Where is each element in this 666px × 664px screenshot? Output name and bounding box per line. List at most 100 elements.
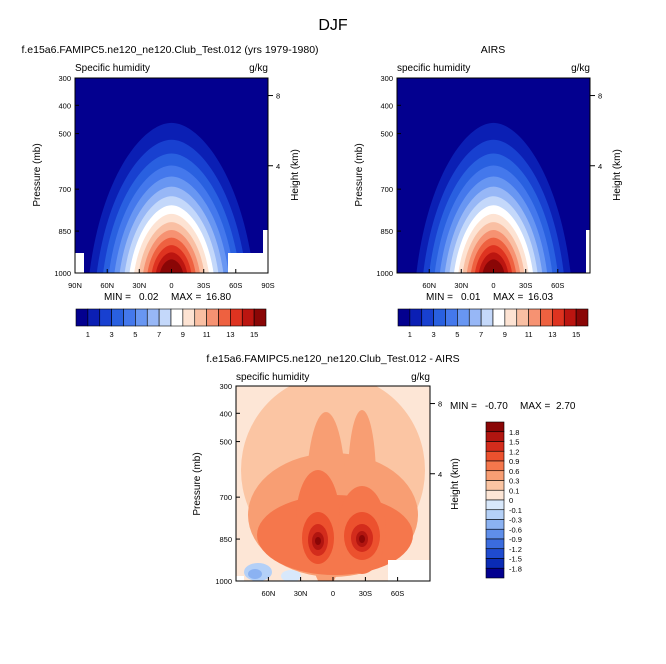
ytick-label: 400 bbox=[58, 101, 71, 110]
panel-diff-xticks: 60N 30N 0 30S 60S bbox=[262, 577, 404, 598]
xtick-label: 90N bbox=[68, 281, 82, 290]
xtick-label: 30S bbox=[519, 281, 532, 290]
panel-obs-left-label: specific humidity bbox=[397, 63, 470, 74]
xtick-label: 60S bbox=[391, 589, 404, 598]
xtick-label: 30N bbox=[294, 589, 308, 598]
colorbar-swatch bbox=[485, 519, 505, 530]
panel-diff-plot bbox=[235, 385, 431, 582]
panel-model-max-value: 16.80 bbox=[206, 292, 231, 303]
xtick-label: 30N bbox=[454, 281, 468, 290]
panel-diff-title: f.e15a6.FAMIPC5.ne120_ne120.Club_Test.01… bbox=[206, 353, 459, 365]
colorbar-swatch bbox=[485, 441, 505, 452]
ytick-label: 700 bbox=[380, 185, 393, 194]
xtick-label: 60S bbox=[229, 281, 242, 290]
panel-model-plot bbox=[74, 77, 269, 274]
ytick-label: 500 bbox=[380, 130, 393, 139]
panel-model-min-label: MIN = bbox=[104, 292, 131, 303]
y2tick-label: 8 bbox=[276, 92, 280, 101]
colorbar-swatch bbox=[540, 308, 553, 327]
colorbar-label: 1.8 bbox=[509, 428, 519, 437]
colorbar-label: -0.1 bbox=[509, 506, 522, 515]
y2tick-label: 4 bbox=[276, 162, 280, 171]
colorbar-swatch bbox=[468, 308, 482, 327]
ytick-label: 400 bbox=[380, 101, 393, 110]
ytick-label: 850 bbox=[219, 535, 232, 544]
colorbar-label: 9 bbox=[181, 330, 185, 339]
ytick-label: 1000 bbox=[54, 269, 71, 278]
contour-fill bbox=[482, 259, 505, 273]
xtick-label: 60N bbox=[100, 281, 114, 290]
colorbar-swatch bbox=[253, 308, 267, 327]
ytick-label: 1000 bbox=[376, 269, 393, 278]
panel-diff-max-label: MAX = bbox=[520, 401, 550, 412]
panel-obs-y2ticks: 84 bbox=[590, 92, 602, 171]
y2tick-label: 4 bbox=[598, 162, 602, 171]
colorbar-swatch bbox=[485, 528, 505, 540]
colorbar-label: 0.3 bbox=[509, 477, 519, 486]
panel-model: f.e15a6.FAMIPC5.ne120_ne120.Club_Test.01… bbox=[21, 44, 318, 339]
colorbar-swatch bbox=[99, 308, 112, 327]
colorbar-label: -1.2 bbox=[509, 545, 522, 554]
colorbar-swatch bbox=[485, 480, 505, 491]
colorbar-label: -0.3 bbox=[509, 516, 522, 525]
panel-diff-ylabel: Pressure (mb) bbox=[192, 452, 203, 515]
colorbar-swatch bbox=[194, 308, 207, 327]
colorbar-label: 5 bbox=[133, 330, 137, 339]
colorbar-swatch bbox=[230, 308, 243, 327]
panel-diff-y2label: Height (km) bbox=[450, 458, 461, 510]
colorbar-label: 5 bbox=[455, 330, 459, 339]
panel-model-left-label: Specific humidity bbox=[75, 63, 150, 74]
colorbar-label: 3 bbox=[110, 330, 114, 339]
ytick-label: 850 bbox=[380, 227, 393, 236]
xtick-label: 30S bbox=[197, 281, 210, 290]
panel-diff: f.e15a6.FAMIPC5.ne120_ne120.Club_Test.01… bbox=[192, 353, 576, 598]
xtick-label: 0 bbox=[169, 281, 173, 290]
panel-diff-right-label: g/kg bbox=[411, 372, 430, 383]
xtick-label: 30S bbox=[359, 589, 372, 598]
colorbar-swatch bbox=[485, 431, 505, 442]
colorbar-label: 13 bbox=[548, 330, 556, 339]
panel-obs-min-label: MIN = bbox=[426, 292, 453, 303]
colorbar-swatch bbox=[75, 308, 89, 327]
ytick-label: 300 bbox=[380, 74, 393, 83]
ytick-label: 700 bbox=[58, 185, 71, 194]
xtick-label: 60N bbox=[422, 281, 436, 290]
panel-obs-max-value: 16.03 bbox=[528, 292, 553, 303]
colorbar-swatch bbox=[504, 308, 518, 327]
panel-model-colorbar: 1 3 5 7 9 11 13 15 bbox=[75, 308, 267, 339]
panel-model-ylabel: Pressure (mb) bbox=[32, 143, 43, 206]
ytick-label: 300 bbox=[58, 74, 71, 83]
colorbar-label: -1.8 bbox=[509, 564, 522, 573]
colorbar-swatch bbox=[563, 308, 577, 327]
colorbar-label: 1 bbox=[86, 330, 90, 339]
colorbar-swatch bbox=[485, 567, 505, 579]
panel-diff-colorbar: 1.81.51.20.90.60.30.10-0.1-0.3-0.6-0.9-1… bbox=[485, 421, 522, 579]
panel-obs-ylabel: Pressure (mb) bbox=[354, 143, 365, 206]
panel-obs-plot bbox=[396, 77, 591, 274]
xtick-label: 90S bbox=[261, 281, 274, 290]
xtick-label: 30N bbox=[132, 281, 146, 290]
contour-fill bbox=[315, 537, 321, 545]
page-title: DJF bbox=[318, 17, 348, 34]
colorbar-label: 0 bbox=[509, 496, 513, 505]
panel-obs-colorbar: 1 3 5 7 9 11 13 15 bbox=[397, 308, 589, 339]
ytick-label: 700 bbox=[219, 493, 232, 502]
contour-fill bbox=[159, 259, 184, 273]
colorbar-label: 0.6 bbox=[509, 467, 519, 476]
panel-model-right-label: g/kg bbox=[249, 63, 268, 74]
colorbar-swatch bbox=[457, 308, 470, 327]
colorbar-swatch bbox=[485, 470, 505, 481]
colorbar-label: 15 bbox=[250, 330, 258, 339]
colorbar-label: -1.5 bbox=[509, 555, 522, 564]
y2tick-label: 8 bbox=[438, 400, 442, 409]
colorbar-swatch bbox=[485, 450, 505, 462]
panel-model-yticks: 300 400 500 700 850 1000 bbox=[54, 74, 79, 278]
colorbar-label: 1.2 bbox=[509, 447, 519, 456]
panel-obs-y2label: Height (km) bbox=[612, 149, 623, 201]
ytick-label: 500 bbox=[219, 438, 232, 447]
panel-model-y2ticks: 84 bbox=[268, 92, 280, 171]
colorbar-label: -0.6 bbox=[509, 525, 522, 534]
colorbar-swatch bbox=[485, 548, 505, 559]
xtick-label: 0 bbox=[331, 589, 335, 598]
